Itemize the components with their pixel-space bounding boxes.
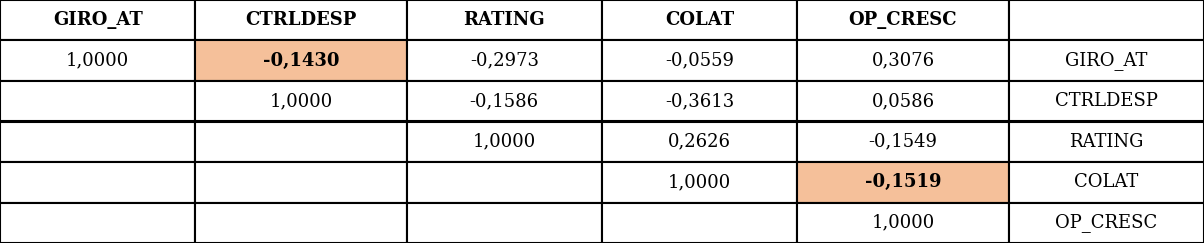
Text: -0,2973: -0,2973 bbox=[470, 52, 539, 70]
Bar bbox=[602, 122, 797, 162]
Text: OP_CRESC: OP_CRESC bbox=[849, 11, 957, 29]
Bar bbox=[1009, 41, 1204, 81]
Text: COLAT: COLAT bbox=[1074, 173, 1139, 191]
Bar bbox=[1009, 202, 1204, 243]
Bar bbox=[602, 0, 797, 41]
Bar bbox=[0, 122, 195, 162]
Bar bbox=[195, 41, 407, 81]
Text: CTRLDESP: CTRLDESP bbox=[1055, 92, 1158, 110]
Bar bbox=[602, 162, 797, 202]
Bar bbox=[602, 202, 797, 243]
Bar bbox=[602, 41, 797, 81]
Bar bbox=[797, 122, 1009, 162]
Bar bbox=[797, 81, 1009, 122]
Text: RATING: RATING bbox=[464, 11, 545, 29]
Text: 0,3076: 0,3076 bbox=[872, 52, 934, 70]
Text: 1,0000: 1,0000 bbox=[66, 52, 129, 70]
Text: 1,0000: 1,0000 bbox=[473, 133, 536, 151]
Text: -0,1430: -0,1430 bbox=[262, 52, 340, 70]
Bar bbox=[0, 202, 195, 243]
Bar bbox=[407, 81, 602, 122]
Text: RATING: RATING bbox=[1069, 133, 1144, 151]
Bar bbox=[407, 202, 602, 243]
Text: 0,2626: 0,2626 bbox=[668, 133, 731, 151]
Text: GIRO_AT: GIRO_AT bbox=[53, 11, 142, 29]
Bar bbox=[195, 162, 407, 202]
Text: -0,1586: -0,1586 bbox=[470, 92, 539, 110]
Text: -0,0559: -0,0559 bbox=[665, 52, 734, 70]
Bar bbox=[1009, 162, 1204, 202]
Bar bbox=[797, 41, 1009, 81]
Bar bbox=[0, 41, 195, 81]
Bar bbox=[0, 0, 195, 41]
Bar bbox=[407, 122, 602, 162]
Text: -0,1519: -0,1519 bbox=[864, 173, 942, 191]
Bar bbox=[195, 202, 407, 243]
Bar bbox=[0, 81, 195, 122]
Bar bbox=[1009, 81, 1204, 122]
Bar bbox=[797, 162, 1009, 202]
Bar bbox=[797, 0, 1009, 41]
Text: -0,1549: -0,1549 bbox=[868, 133, 938, 151]
Text: -0,3613: -0,3613 bbox=[665, 92, 734, 110]
Bar bbox=[195, 0, 407, 41]
Bar bbox=[1009, 122, 1204, 162]
Text: GIRO_AT: GIRO_AT bbox=[1066, 51, 1147, 70]
Text: OP_CRESC: OP_CRESC bbox=[1055, 213, 1157, 232]
Bar bbox=[602, 81, 797, 122]
Text: 1,0000: 1,0000 bbox=[270, 92, 332, 110]
Bar bbox=[407, 0, 602, 41]
Text: CTRLDESP: CTRLDESP bbox=[246, 11, 356, 29]
Bar bbox=[195, 81, 407, 122]
Bar bbox=[797, 202, 1009, 243]
Text: 1,0000: 1,0000 bbox=[872, 214, 934, 232]
Bar bbox=[195, 122, 407, 162]
Text: 0,0586: 0,0586 bbox=[872, 92, 934, 110]
Bar bbox=[407, 41, 602, 81]
Bar bbox=[0, 162, 195, 202]
Bar bbox=[407, 162, 602, 202]
Text: COLAT: COLAT bbox=[665, 11, 734, 29]
Bar bbox=[1009, 0, 1204, 41]
Text: 1,0000: 1,0000 bbox=[668, 173, 731, 191]
